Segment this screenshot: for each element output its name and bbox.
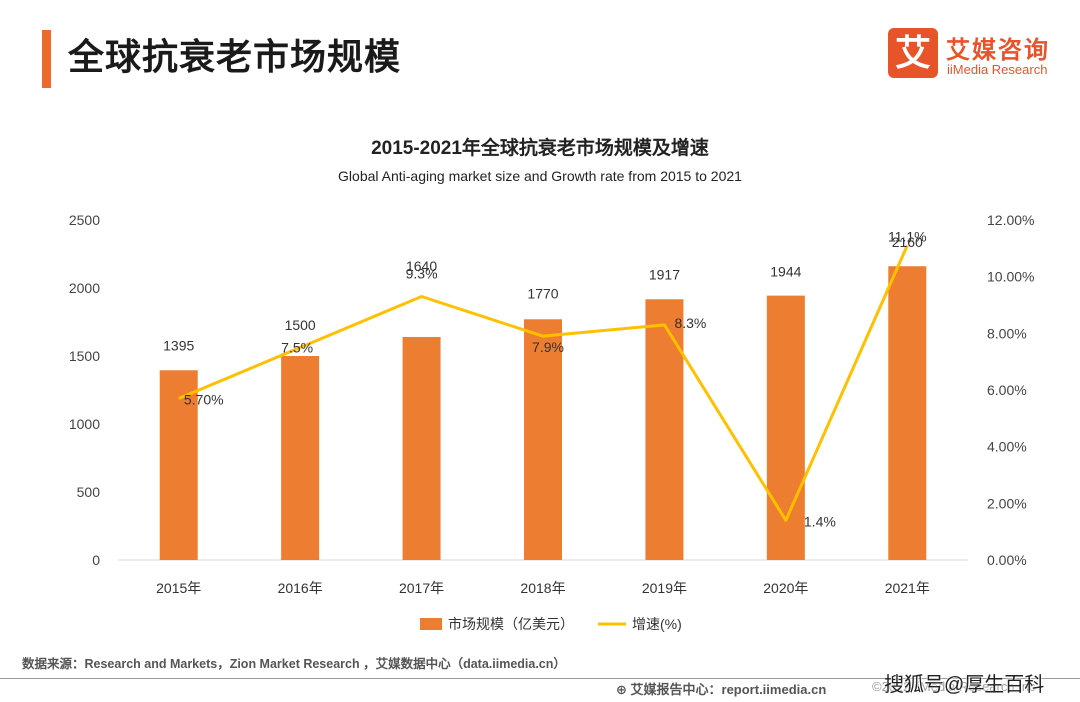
bar-value-label: 1640 — [406, 258, 437, 274]
logo-text-en: iiMedia Research — [947, 62, 1048, 77]
y-right-tick-label: 12.00% — [987, 212, 1034, 228]
y-right-tick-label: 10.00% — [987, 269, 1034, 285]
bar-value-label: 1395 — [163, 337, 194, 353]
line-value-label: 7.5% — [281, 340, 313, 356]
y-right-tick-label: 0.00% — [987, 552, 1027, 568]
line-value-label: 9.3% — [406, 266, 438, 282]
y-right-tick-label: 8.00% — [987, 325, 1027, 341]
line-value-label: 8.3% — [674, 315, 706, 331]
bar-market-size — [281, 356, 320, 560]
logo-mark-icon: 艾 — [888, 28, 938, 78]
chart-subtitle: Global Anti-aging market size and Growth… — [338, 168, 742, 184]
bar-market-size — [402, 336, 441, 560]
y-right-tick-label: 2.00% — [987, 495, 1027, 511]
x-tick-label: 2018年 — [520, 580, 565, 596]
logo-text-cn: 艾媒咨询 — [946, 37, 1050, 64]
line-value-label: 1.4% — [804, 513, 836, 529]
footer-divider — [0, 678, 1080, 679]
y-left-tick-label: 1500 — [69, 348, 100, 364]
bar-market-size — [524, 319, 562, 560]
y-left-tick-label: 500 — [77, 484, 101, 500]
footer-copyright: ©2022 iiMedia Research Inc — [872, 679, 1036, 694]
bar-value-label: 1917 — [649, 266, 680, 282]
y-left-tick-label: 0 — [92, 552, 100, 568]
bar-market-size — [159, 370, 198, 560]
brand-logo: 艾 艾媒咨询 iiMedia Research — [888, 28, 1068, 84]
line-value-label: 7.9% — [532, 339, 564, 355]
globe-icon: ⊕ — [616, 682, 631, 697]
bar-market-size — [645, 299, 684, 560]
chart-title: 2015-2021年全球抗衰老市场规模及增速 — [371, 138, 709, 159]
y-right-tick-label: 6.00% — [987, 382, 1027, 398]
legend-swatch-market-size — [420, 618, 442, 630]
x-tick-label: 2017年 — [399, 580, 444, 596]
line-growth-rate — [178, 244, 909, 522]
y-left-tick-label: 1000 — [69, 416, 100, 432]
bar-market-size — [766, 295, 805, 560]
line-value-label: 11.1% — [888, 229, 927, 245]
bar-market-size — [888, 266, 927, 560]
bar-value-label: 1770 — [527, 285, 558, 301]
footer-report-center-text: 艾媒报告中心：report.iimedia.cn — [630, 682, 827, 697]
line-value-label: 5.70% — [184, 392, 224, 408]
page-title: 全球抗衰老市场规模 — [68, 36, 402, 77]
bar-value-label: 2160 — [892, 234, 923, 250]
legend-label-market-size: 市场规模（亿美元） — [448, 616, 574, 632]
x-tick-label: 2019年 — [642, 580, 687, 596]
watermark-text: 搜狐号@厚生百科 — [884, 674, 1045, 696]
bar-value-label: 1944 — [770, 264, 801, 280]
footer-report-center[interactable]: ⊕ 艾媒报告中心：report.iimedia.cn — [616, 679, 826, 698]
y-right-tick-label: 4.00% — [987, 439, 1027, 455]
y-left-tick-label: 2000 — [69, 280, 100, 296]
x-tick-label: 2020年 — [763, 580, 808, 596]
x-tick-label: 2016年 — [278, 580, 323, 596]
title-accent-bar — [42, 30, 51, 88]
x-tick-label: 2021年 — [885, 580, 930, 596]
data-source: 数据来源：Research and Markets，Zion Market Re… — [22, 657, 566, 671]
legend-label-growth: 增速(%) — [632, 616, 682, 632]
x-tick-label: 2015年 — [156, 580, 201, 596]
y-left-tick-label: 2500 — [69, 212, 100, 228]
bar-value-label: 1500 — [285, 317, 316, 333]
